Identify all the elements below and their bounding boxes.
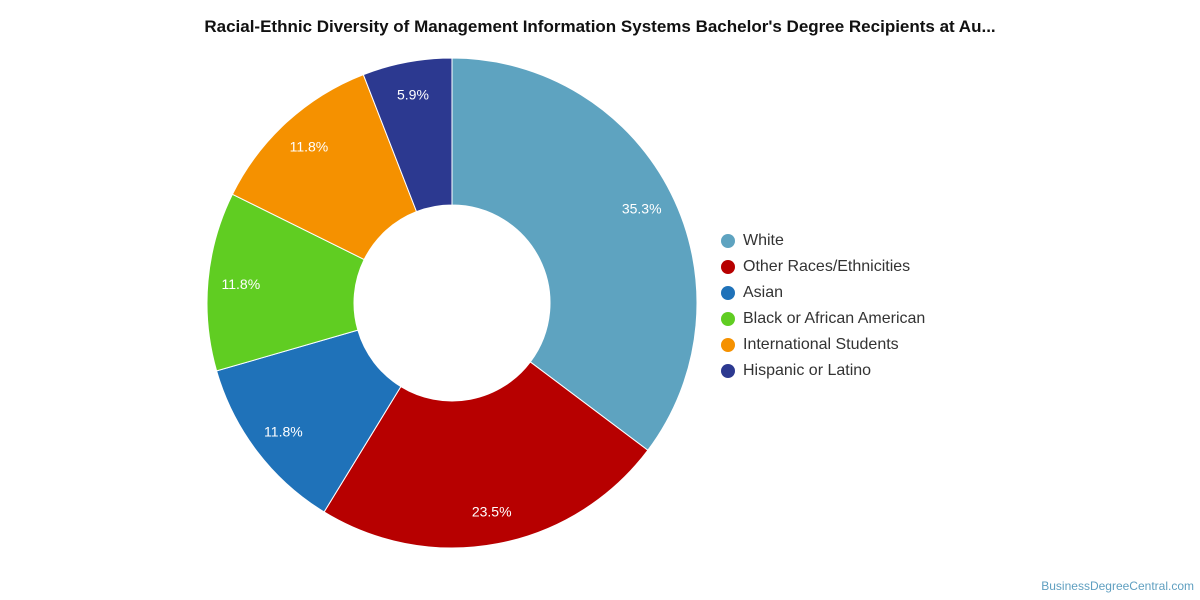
slice-white[interactable] (451, 57, 698, 451)
legend-swatch (721, 338, 735, 352)
slice-hispanic-or-latino[interactable] (362, 57, 453, 213)
legend-label: Other Races/Ethnicities (743, 258, 911, 275)
data-label: 11.8% (290, 139, 329, 155)
legend-swatch (721, 364, 735, 378)
legend-label: Asian (743, 284, 784, 301)
legend-label: International Students (743, 336, 899, 353)
chart-legend: White Other Races/Ethnicities Asian Black o… (721, 228, 925, 384)
legend-label: Hispanic or Latino (743, 362, 872, 379)
data-label: 5.9% (397, 87, 429, 103)
slice-other-races-ethnicities[interactable] (323, 361, 649, 549)
source-watermark: BusinessDegreeCentral.com (1041, 579, 1194, 593)
data-label: 11.8% (222, 276, 261, 292)
legend-item[interactable]: White (721, 228, 925, 254)
slice-black-or-african-american[interactable] (206, 193, 365, 372)
legend-item[interactable]: Asian (721, 280, 925, 306)
legend-item[interactable]: Hispanic or Latino (721, 358, 925, 384)
legend-item[interactable]: Other Races/Ethnicities (721, 254, 925, 280)
legend-swatch (721, 286, 735, 300)
legend-item[interactable]: Black or African American (721, 306, 925, 332)
data-label: 35.3% (622, 200, 662, 216)
legend-swatch (721, 260, 735, 274)
data-label: 23.5% (472, 503, 512, 519)
legend-label: Black or African American (743, 310, 926, 327)
slice-asian[interactable] (215, 329, 402, 513)
data-label: 11.8% (264, 424, 303, 440)
legend-item[interactable]: International Students (721, 332, 925, 358)
legend-swatch (721, 312, 735, 326)
legend-swatch (721, 234, 735, 248)
chart-title: Racial-Ethnic Diversity of Management In… (204, 17, 996, 36)
legend-label: White (743, 232, 784, 249)
slice-international-students[interactable] (231, 73, 418, 261)
